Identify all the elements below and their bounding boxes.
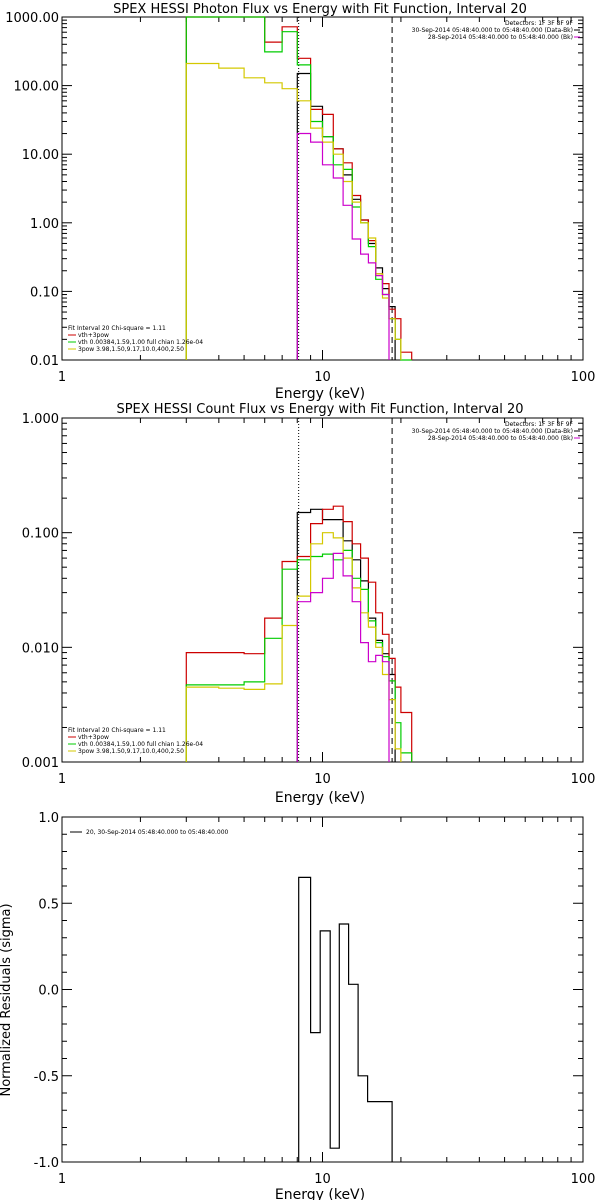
x-axis-label: Energy (keV) <box>275 790 365 806</box>
axis-frame <box>61 816 584 1163</box>
info-line: 30-Sep-2014 05:48:40.000 to 05:48:40.000… <box>412 428 573 435</box>
legend-label: 20, 30-Sep-2014 05:48:40.000 to 05:48:40… <box>86 829 229 836</box>
y-tick-labels: 0.001 0.010 0.100 1.000 <box>22 412 59 771</box>
y-tick-labels: -1.0 -0.5 0.0 0.5 1.0 <box>34 811 59 1171</box>
y-tick-label: 0.5 <box>38 897 59 912</box>
panel-title: SPEX HESSI Count Flux vs Energy with Fit… <box>116 402 523 417</box>
x-axis-label: Energy (keV) <box>275 386 365 402</box>
info-line: Detectors: 1F 3F 8F 9F <box>505 421 574 428</box>
x-tick-label: 10 <box>314 1172 331 1187</box>
y-tick-label: 1.000 <box>22 412 59 427</box>
plot-area <box>61 417 584 763</box>
y-tick-label: -0.5 <box>34 1070 59 1085</box>
plot-area <box>61 16 584 361</box>
y-tick-label: 1.00 <box>30 217 59 232</box>
y-tick-labels: 0.01 0.10 1.00 10.00 100.00 1000.00 <box>5 11 59 369</box>
residual-legend: 20, 30-Sep-2014 05:48:40.000 to 05:48:40… <box>70 829 229 836</box>
x-tick-label: 100 <box>571 772 596 787</box>
x-tick-label: 100 <box>571 1172 596 1187</box>
y-tick-label: 100.00 <box>14 80 60 95</box>
x-tick-label: 100 <box>571 370 596 385</box>
fit-line: 3pow 3.98,1.50,9.17,10.0,400,2.50 <box>78 748 184 755</box>
info-line: 28-Sep-2014 05:48:40.000 to 05:48:40.000… <box>428 34 573 41</box>
x-tick-labels: 1 10 100 <box>58 1172 596 1187</box>
fit-legend: Fit Interval 20 Chi-square = 1.11vth+3po… <box>68 727 203 755</box>
y-axis-label: Normalized Residuals (sigma) <box>0 903 14 1096</box>
series-lines <box>185 16 413 361</box>
series-line-4 <box>296 552 390 762</box>
x-tick-labels: 1 10 100 <box>58 772 596 787</box>
y-tick-label: 0.10 <box>30 285 59 300</box>
y-tick-label: 1.0 <box>38 811 59 826</box>
fit-line: vth+3pow <box>78 332 109 339</box>
series-lines <box>185 418 413 762</box>
fit-line: 3pow 3.98,1.50,9.17,10.0,400,2.50 <box>78 346 184 353</box>
count-flux-panel: SPEX HESSI Count Flux vs Energy with Fit… <box>22 402 596 806</box>
fit-line: vth 0.00384,1.59,1.00 full chian 1.26e-0… <box>78 741 203 748</box>
y-tick-label: 1000.00 <box>5 11 59 26</box>
x-axis-label: Energy (keV) <box>275 1187 365 1200</box>
y-tick-label: 0.010 <box>22 641 59 656</box>
y-tick-label: 0.100 <box>22 527 59 542</box>
x-tick-labels: 1 10 100 <box>58 370 596 385</box>
x-tick-label: 1 <box>58 1172 66 1187</box>
x-tick-label: 1 <box>58 370 66 385</box>
y-tick-label: 0.001 <box>22 756 59 771</box>
info-line: Detectors: 1F 3F 8F 9F <box>505 20 574 27</box>
series-line-0 <box>298 876 393 1162</box>
fit-line: Fit Interval 20 Chi-square = 1.11 <box>68 727 166 734</box>
y-tick-label: 10.00 <box>22 148 59 163</box>
y-tick-label: -1.0 <box>34 1156 59 1171</box>
series-line-3 <box>185 532 402 762</box>
fit-line: Fit Interval 20 Chi-square = 1.11 <box>68 325 166 332</box>
series-lines <box>298 876 393 1162</box>
series-line-3 <box>185 62 402 360</box>
panel-title: SPEX HESSI Photon Flux vs Energy with Fi… <box>113 2 527 17</box>
info-line: 30-Sep-2014 05:48:40.000 to 05:48:40.000… <box>412 27 573 34</box>
x-tick-label: 1 <box>58 772 66 787</box>
series-line-0 <box>296 72 396 360</box>
residuals-panel: -1.0 -0.5 0.0 0.5 1.0 1 10 100 20, 30-Sep-2014… <box>0 811 595 1200</box>
photon-flux-panel: SPEX HESSI Photon Flux vs Energy with Fi… <box>5 2 595 402</box>
y-tick-label: 0.01 <box>30 354 59 369</box>
x-tick-label: 10 <box>314 772 331 787</box>
info-line: 28-Sep-2014 05:48:40.000 to 05:48:40.000… <box>428 435 573 442</box>
axis-frame <box>61 16 584 361</box>
fit-legend: Fit Interval 20 Chi-square = 1.11vth+3po… <box>68 325 203 353</box>
series-line-4 <box>296 132 390 360</box>
series-line-1 <box>185 16 413 360</box>
series-line-0 <box>296 508 396 762</box>
fit-line: vth 0.00384,1.59,1.00 full chian 1.26e-0… <box>78 339 203 346</box>
y-tick-label: 0.0 <box>38 984 59 999</box>
fit-line: vth+3pow <box>78 734 109 741</box>
plot-area <box>61 816 584 1163</box>
x-tick-label: 10 <box>314 370 331 385</box>
